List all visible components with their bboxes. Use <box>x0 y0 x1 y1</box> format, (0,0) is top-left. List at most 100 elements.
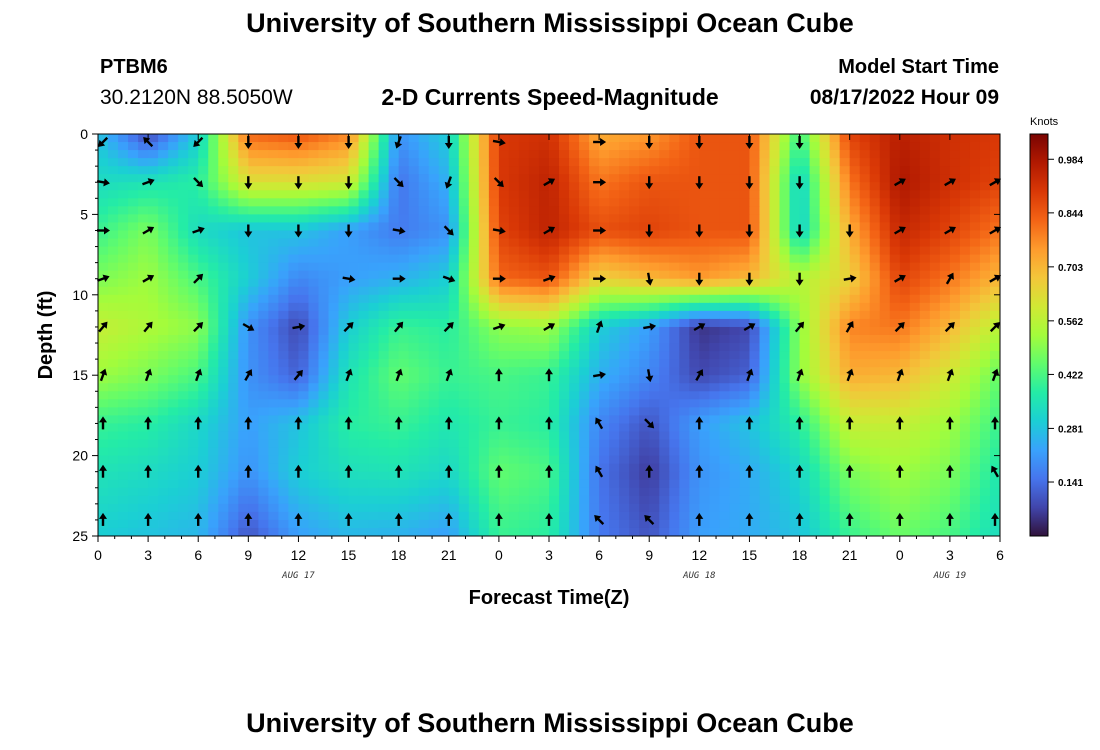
heatmap-cell <box>418 198 430 207</box>
heatmap-cell <box>929 375 941 384</box>
heatmap-cell <box>498 463 510 473</box>
heatmap-cell <box>959 142 971 151</box>
heatmap-cell <box>949 326 961 336</box>
heatmap-cell <box>378 262 390 272</box>
heatmap-cell <box>569 318 580 328</box>
heatmap-cell <box>789 407 801 416</box>
heatmap-cell <box>629 182 640 191</box>
heatmap-cell <box>408 166 420 175</box>
heatmap-cell <box>959 503 971 513</box>
heatmap-cell <box>488 519 500 529</box>
heatmap-cell <box>348 134 360 143</box>
heatmap-cell <box>538 198 550 207</box>
current-arrow <box>845 416 854 430</box>
heatmap-cell <box>178 495 189 505</box>
heatmap-cell <box>769 463 781 473</box>
heatmap-cell <box>358 142 370 151</box>
heatmap-cell <box>458 302 470 312</box>
heatmap-cell <box>689 182 700 191</box>
heatmap-cell <box>458 238 470 248</box>
heatmap-cell <box>128 343 139 352</box>
heatmap-cell <box>929 399 941 408</box>
heatmap-cell <box>478 367 490 376</box>
heatmap-cell <box>789 286 801 296</box>
heatmap-cell <box>759 375 771 384</box>
heatmap-cell <box>278 343 290 352</box>
heatmap-cell <box>208 318 219 328</box>
heatmap-cell <box>549 190 560 199</box>
heatmap-cell <box>428 166 440 175</box>
heatmap-cell <box>338 527 350 536</box>
heatmap-cell <box>258 158 269 167</box>
heatmap-cell <box>879 166 891 175</box>
heatmap-cell <box>108 423 119 433</box>
heatmap-cell <box>458 246 470 256</box>
heatmap-cell <box>228 134 239 143</box>
heatmap-cell <box>148 343 159 352</box>
heatmap-cell <box>158 318 169 328</box>
heatmap-cell <box>298 439 310 449</box>
heatmap-cell <box>569 335 580 344</box>
current-arrow <box>142 178 155 186</box>
heatmap-cell <box>929 286 941 296</box>
heatmap-cell <box>218 174 229 183</box>
heatmap-cell <box>659 246 670 256</box>
heatmap-cell <box>518 479 530 489</box>
heatmap-cell <box>508 495 520 505</box>
heatmap-cell <box>699 343 710 352</box>
heatmap-cell <box>619 511 630 521</box>
heatmap-cell <box>508 431 520 441</box>
heatmap-cell <box>138 359 149 368</box>
heatmap-cell <box>629 335 640 344</box>
heatmap-cell <box>248 262 259 272</box>
heatmap-cell <box>959 415 971 425</box>
heatmap-cell <box>869 447 881 457</box>
heatmap-cell <box>949 166 961 175</box>
heatmap-cell <box>849 335 861 344</box>
heatmap-cell <box>859 150 871 159</box>
heatmap-cell <box>629 463 640 473</box>
heatmap-cell <box>719 278 730 288</box>
heatmap-cell <box>989 351 1000 360</box>
heatmap-cell <box>749 134 761 143</box>
heatmap-cell <box>679 310 690 320</box>
heatmap-cell <box>338 294 350 304</box>
heatmap-cell <box>118 318 129 328</box>
heatmap-cell <box>819 142 831 151</box>
heatmap-cell <box>188 230 199 240</box>
heatmap-cell <box>528 206 540 215</box>
heatmap-cell <box>488 431 500 441</box>
heatmap-cell <box>959 407 971 416</box>
heatmap-cell <box>579 511 590 521</box>
heatmap-cell <box>128 278 139 288</box>
heatmap-cell <box>779 198 791 207</box>
heatmap-cell <box>709 415 720 425</box>
heatmap-cell <box>799 318 811 328</box>
heatmap-cell <box>318 367 330 376</box>
heatmap-cell <box>208 391 219 400</box>
heatmap-cell <box>98 150 109 159</box>
heatmap-cell <box>559 270 570 280</box>
heatmap-cell <box>759 383 771 392</box>
heatmap-cell <box>629 150 640 159</box>
heatmap-cell <box>118 142 129 151</box>
heatmap-cell <box>709 335 720 344</box>
heatmap-cell <box>569 326 580 336</box>
heatmap-cell <box>579 447 590 457</box>
heatmap-cell <box>879 278 891 288</box>
heatmap-cell <box>579 182 590 191</box>
heatmap-cell <box>228 335 239 344</box>
heatmap-cell <box>919 503 931 513</box>
heatmap-cell <box>839 150 851 159</box>
heatmap-cell <box>168 230 179 240</box>
heatmap-cell <box>729 463 741 473</box>
heatmap-cell <box>759 174 771 183</box>
heatmap-cell <box>278 359 290 368</box>
heatmap-cell <box>649 206 660 215</box>
heatmap-cell <box>859 415 871 425</box>
heatmap-cell <box>358 471 370 481</box>
heatmap-cell <box>789 383 801 392</box>
heatmap-cell <box>428 206 440 215</box>
heatmap-cell <box>929 182 941 191</box>
heatmap-cell <box>709 343 720 352</box>
